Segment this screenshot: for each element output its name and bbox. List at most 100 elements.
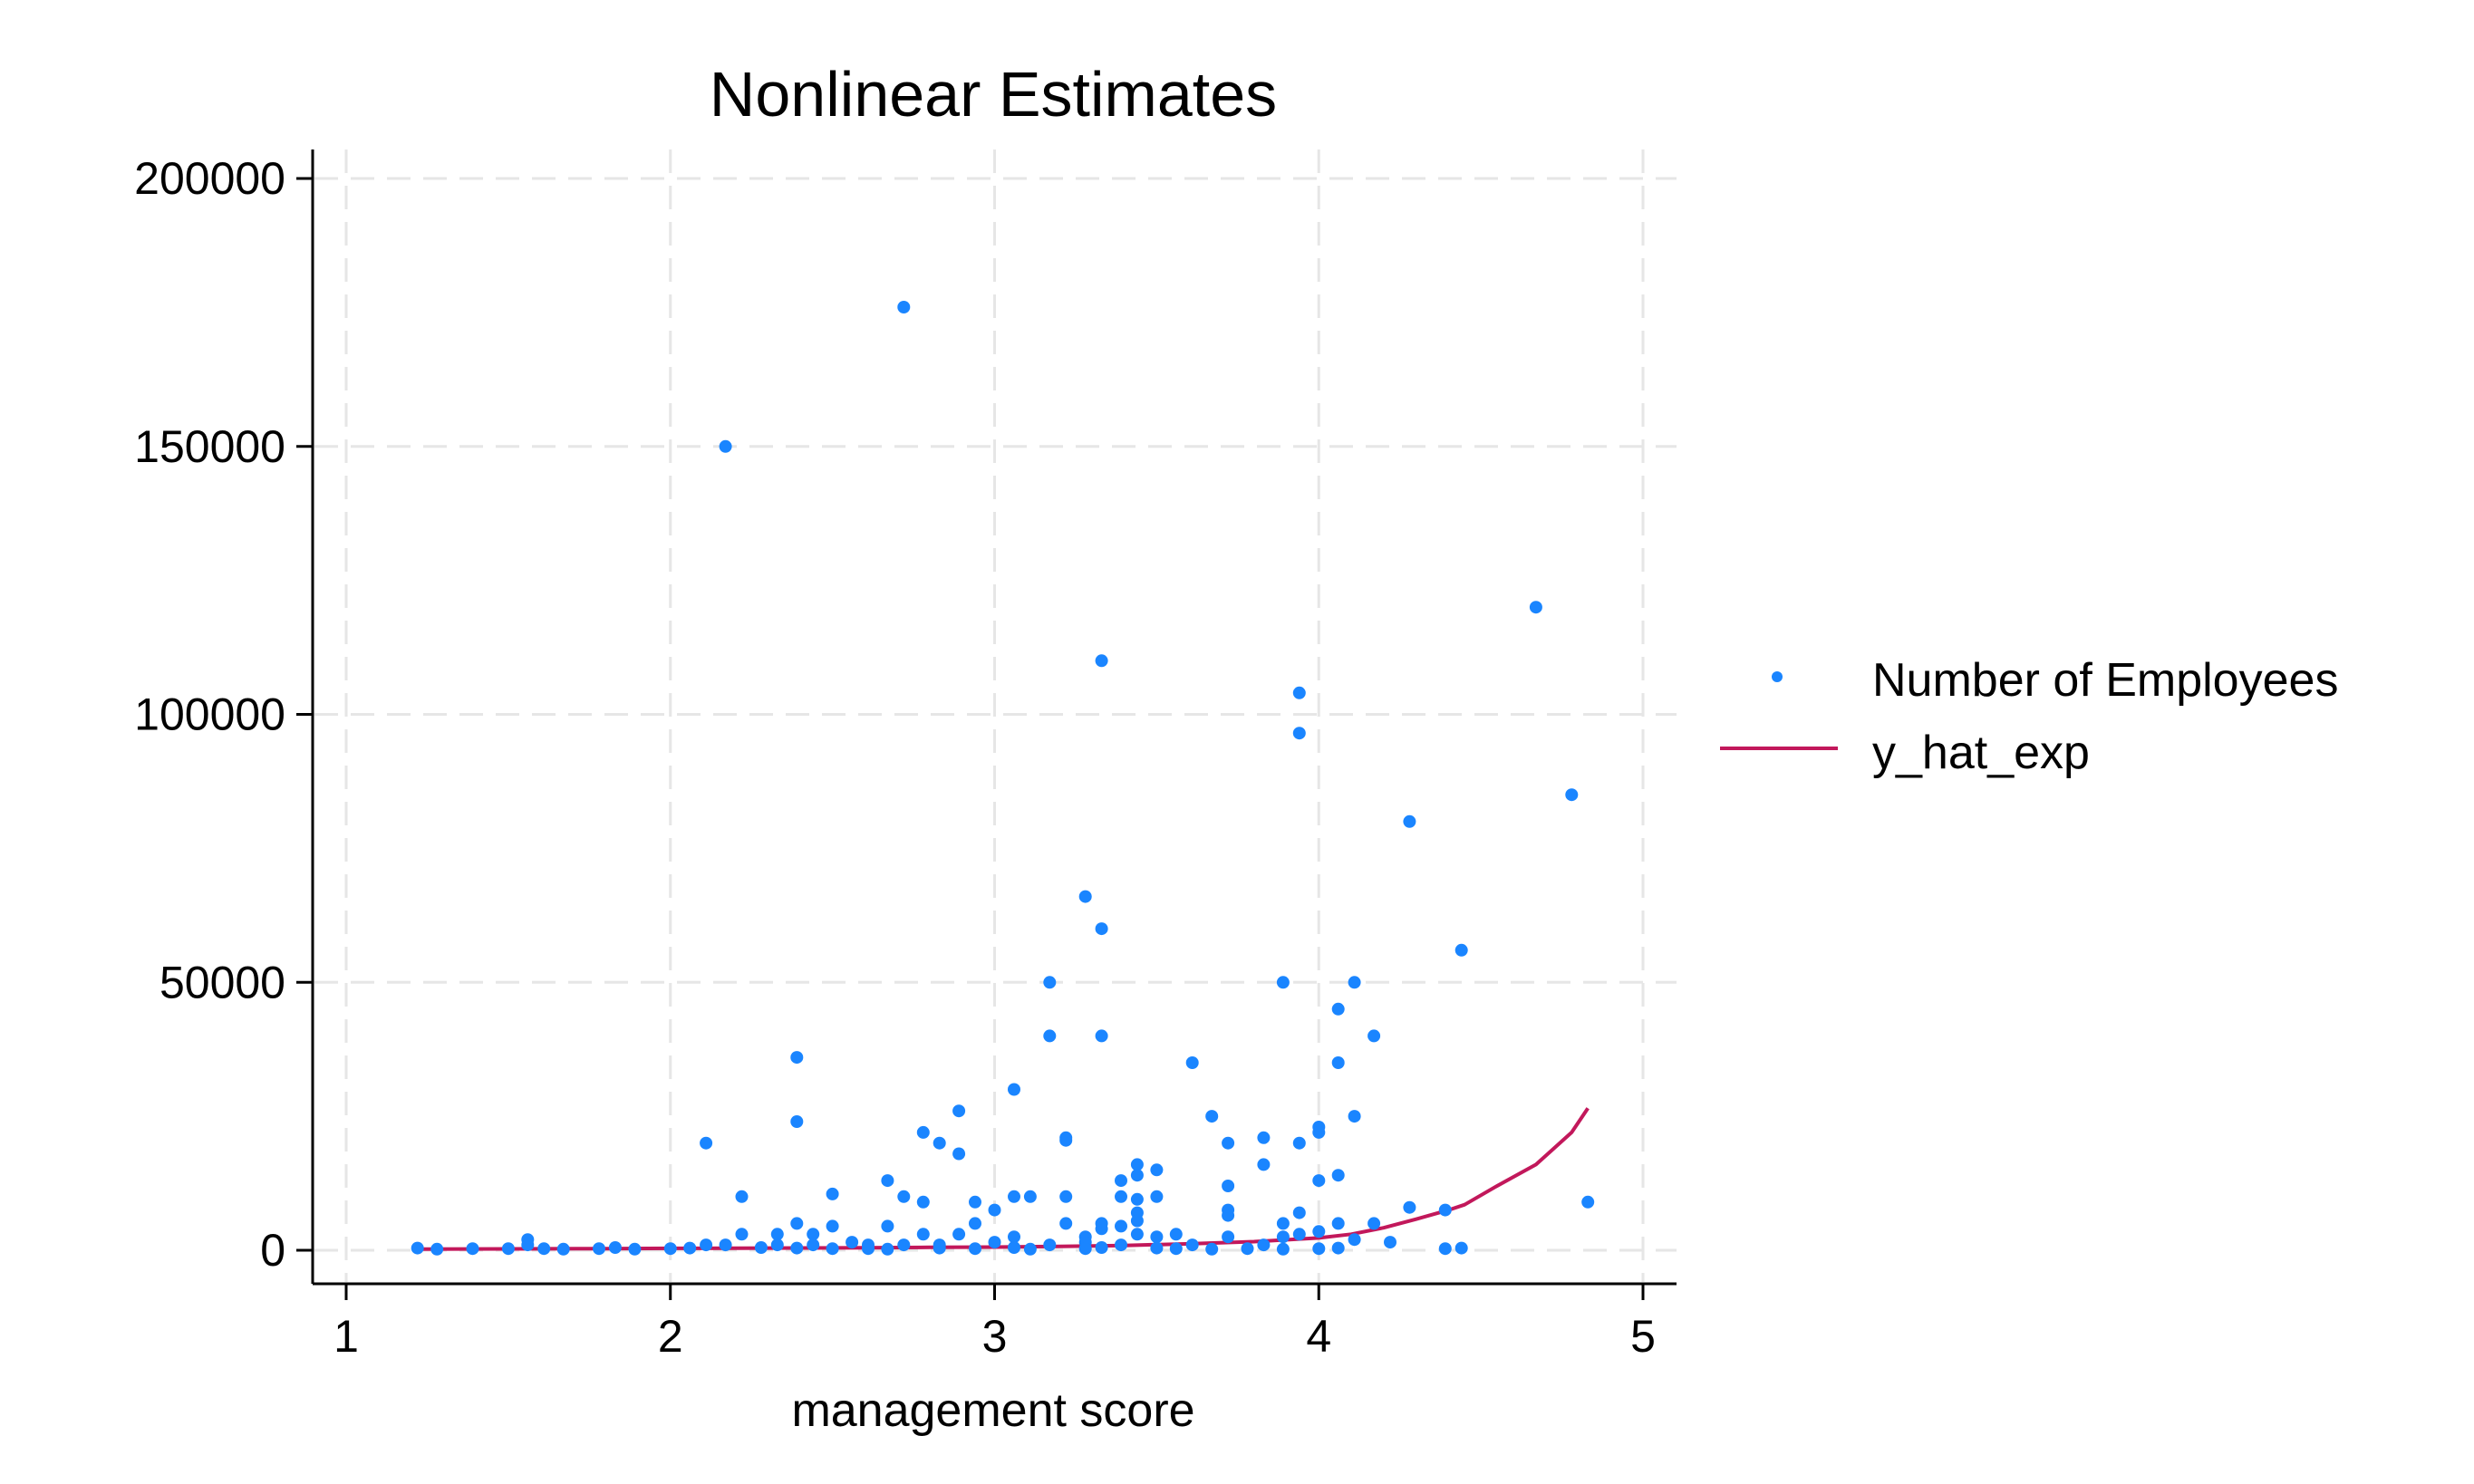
legend-label-number-of-employees: Number of Employees [1872, 654, 2338, 707]
data-point [1312, 1242, 1326, 1256]
data-point [862, 1242, 875, 1256]
data-point [735, 1228, 749, 1241]
data-point [1095, 922, 1108, 936]
data-point [1150, 1163, 1164, 1177]
data-point [628, 1242, 642, 1256]
data-point [719, 439, 732, 453]
data-point [1185, 1238, 1199, 1252]
data-point [683, 1241, 697, 1255]
x-tick-label-3: 4 [1306, 1311, 1331, 1362]
data-point [933, 1136, 946, 1150]
data-point [952, 1104, 966, 1118]
data-point [556, 1242, 570, 1256]
data-point [1150, 1241, 1164, 1255]
data-point [1205, 1110, 1219, 1123]
legend: Number of Employees y_hat_exp [1720, 654, 2338, 779]
data-point [1312, 1174, 1326, 1188]
data-point [754, 1241, 768, 1254]
data-point [952, 1147, 966, 1161]
data-point [1222, 1230, 1235, 1244]
y-tick-label-4: 200000 [134, 153, 285, 204]
data-point [1292, 727, 1306, 740]
data-point [969, 1195, 981, 1209]
data-point [1185, 1056, 1199, 1069]
data-point [1222, 1209, 1235, 1222]
data-point [1348, 976, 1361, 989]
x-axis-ticks: 1 2 3 4 5 [333, 1284, 1656, 1362]
data-point [1367, 1217, 1381, 1230]
data-point [897, 301, 911, 313]
data-point [790, 1217, 804, 1230]
y-axis-ticks: 0 50000 100000 150000 200000 [134, 153, 313, 1276]
legend-label-y-hat-exp: y_hat_exp [1872, 727, 2090, 779]
data-point [807, 1228, 820, 1241]
data-point [1115, 1190, 1127, 1203]
data-point [1023, 1190, 1037, 1203]
data-point [1130, 1169, 1144, 1182]
data-point [897, 1238, 911, 1252]
data-point [663, 1242, 677, 1256]
data-point [1257, 1238, 1271, 1252]
data-point [881, 1174, 894, 1188]
data-point [521, 1238, 535, 1252]
data-point [770, 1238, 784, 1252]
data-point [952, 1228, 966, 1241]
data-point [735, 1190, 749, 1203]
data-point [1043, 1238, 1057, 1252]
data-point [1348, 1110, 1361, 1123]
data-point [1581, 1195, 1595, 1209]
data-point [881, 1242, 894, 1256]
data-point [1008, 1190, 1020, 1203]
data-point [411, 1241, 424, 1255]
data-point [846, 1236, 859, 1249]
data-point [537, 1242, 551, 1256]
data-point [1292, 1228, 1306, 1241]
data-point [430, 1242, 444, 1256]
x-tick-label-1: 2 [658, 1311, 683, 1362]
y-hat-exp-line [417, 1107, 1590, 1251]
data-point [790, 1241, 804, 1255]
data-point [1150, 1230, 1164, 1244]
data-point [1095, 1241, 1108, 1254]
data-point [1312, 1125, 1326, 1139]
y-tick-label-3: 150000 [134, 421, 285, 472]
data-point [1169, 1242, 1183, 1256]
data-point [466, 1242, 479, 1256]
legend-marker-number-of-employees [1772, 671, 1783, 682]
data-point [790, 1115, 804, 1128]
y-tick-label-1: 50000 [159, 957, 285, 1007]
data-point [1241, 1242, 1254, 1256]
data-point [1130, 1158, 1144, 1171]
data-point [1438, 1242, 1452, 1256]
data-point [1115, 1174, 1127, 1188]
grid-lines [314, 149, 1677, 1282]
data-point [1130, 1192, 1144, 1206]
data-point [1095, 1029, 1108, 1043]
data-point [1292, 1206, 1306, 1219]
y-tick-label-2: 100000 [134, 689, 285, 740]
data-point [719, 1238, 732, 1252]
data-point [770, 1228, 784, 1241]
data-point [1454, 943, 1468, 957]
data-point [1078, 890, 1092, 903]
data-point [826, 1187, 839, 1200]
data-point [1292, 1136, 1306, 1150]
data-point [807, 1238, 820, 1252]
data-point [1043, 1029, 1057, 1043]
data-point [1023, 1242, 1037, 1256]
data-point [1331, 1056, 1345, 1069]
x-axis-label: management score [791, 1384, 1194, 1437]
data-point [826, 1242, 839, 1256]
data-point [1222, 1136, 1235, 1150]
data-point [608, 1241, 622, 1254]
x-tick-label-2: 3 [982, 1311, 1008, 1362]
data-point [501, 1242, 515, 1256]
data-point [1043, 976, 1057, 989]
data-point [1384, 1236, 1396, 1249]
data-point [1008, 1083, 1020, 1096]
data-point [1565, 788, 1579, 802]
data-point [969, 1217, 981, 1230]
data-point [1331, 1241, 1345, 1255]
data-point [969, 1242, 981, 1256]
data-point [1276, 1242, 1290, 1256]
